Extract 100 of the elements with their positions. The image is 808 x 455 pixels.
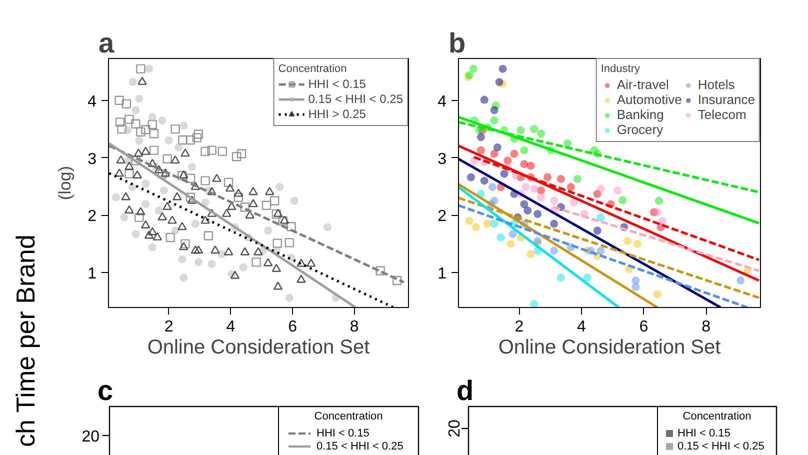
point bbox=[537, 186, 546, 194]
point bbox=[530, 300, 538, 308]
point bbox=[152, 232, 162, 240]
point bbox=[496, 234, 505, 242]
point bbox=[210, 245, 220, 254]
point bbox=[117, 124, 126, 134]
point bbox=[236, 149, 246, 158]
point bbox=[141, 146, 150, 155]
legend-label: 0.15 < HHI < 0.25 bbox=[316, 440, 404, 452]
legend-label: Insurance bbox=[698, 92, 755, 107]
point bbox=[506, 240, 515, 248]
text: 20 bbox=[446, 420, 464, 438]
point bbox=[510, 150, 518, 158]
y-tick-label: 1 bbox=[438, 266, 447, 282]
point bbox=[166, 232, 175, 242]
point bbox=[488, 183, 496, 192]
point bbox=[624, 236, 632, 245]
y-tick-label: 2 bbox=[88, 208, 97, 226]
point bbox=[556, 274, 565, 282]
point bbox=[178, 222, 187, 230]
point bbox=[490, 196, 498, 205]
point bbox=[168, 216, 177, 224]
legend-title: Concentration bbox=[314, 410, 383, 422]
point bbox=[160, 168, 170, 177]
point bbox=[276, 183, 284, 192]
point bbox=[248, 186, 258, 196]
point bbox=[141, 220, 150, 228]
point bbox=[596, 246, 605, 255]
point bbox=[285, 294, 294, 302]
point bbox=[614, 186, 622, 194]
y-tick-label: 3 bbox=[88, 150, 97, 168]
point bbox=[208, 260, 216, 268]
point bbox=[116, 155, 126, 164]
point bbox=[550, 220, 558, 228]
y-tick-label: 4 bbox=[438, 93, 447, 110]
point bbox=[264, 226, 272, 235]
point bbox=[254, 247, 263, 256]
point bbox=[218, 146, 227, 156]
point bbox=[483, 220, 492, 228]
point bbox=[179, 242, 188, 250]
x-axis-title: Online Consideration Set bbox=[498, 336, 722, 358]
point bbox=[526, 250, 535, 258]
point bbox=[180, 239, 190, 248]
point bbox=[180, 274, 188, 282]
point bbox=[207, 146, 216, 155]
point bbox=[286, 222, 296, 232]
point bbox=[544, 173, 552, 182]
point bbox=[115, 118, 125, 127]
point bbox=[148, 227, 158, 236]
point bbox=[132, 230, 140, 238]
point bbox=[114, 96, 124, 105]
legend-title: Concentration bbox=[278, 63, 348, 75]
point bbox=[180, 148, 190, 157]
point bbox=[632, 282, 640, 291]
legend-label: HHI > 0.25 bbox=[308, 107, 366, 121]
point bbox=[658, 216, 666, 225]
point bbox=[194, 245, 204, 254]
point bbox=[124, 169, 134, 178]
x-tick-label: 8 bbox=[350, 318, 359, 336]
point bbox=[186, 135, 196, 145]
point bbox=[232, 152, 242, 162]
point bbox=[537, 130, 546, 138]
point bbox=[171, 226, 180, 235]
point bbox=[490, 150, 498, 158]
point bbox=[530, 125, 538, 134]
point bbox=[134, 148, 144, 157]
point bbox=[570, 198, 578, 206]
point bbox=[516, 126, 525, 134]
point bbox=[270, 196, 280, 206]
legend-label: HHI < 0.15 bbox=[308, 77, 366, 91]
point bbox=[290, 196, 298, 205]
x-tick-label: 8 bbox=[702, 318, 711, 336]
point bbox=[306, 258, 316, 267]
point bbox=[122, 99, 132, 108]
point bbox=[224, 178, 234, 188]
point bbox=[200, 176, 210, 186]
point bbox=[234, 192, 243, 202]
x-tick-label: 6 bbox=[288, 318, 298, 336]
point bbox=[284, 238, 294, 248]
point bbox=[296, 258, 306, 267]
point bbox=[158, 212, 167, 220]
point bbox=[263, 258, 273, 266]
legend-label: 0.15 < HHI < 0.25 bbox=[678, 440, 764, 452]
point bbox=[520, 200, 528, 208]
point bbox=[490, 220, 498, 228]
point bbox=[537, 193, 546, 202]
point bbox=[736, 276, 745, 285]
point bbox=[148, 120, 158, 130]
x-axis-title: Online Consideration Set bbox=[147, 336, 370, 358]
point bbox=[262, 200, 272, 210]
text: d bbox=[456, 375, 474, 406]
point bbox=[239, 263, 248, 272]
point bbox=[634, 240, 642, 248]
point bbox=[124, 162, 134, 170]
point bbox=[480, 176, 488, 185]
point bbox=[164, 136, 173, 145]
point bbox=[131, 156, 140, 166]
point bbox=[207, 186, 216, 196]
y-tick-label: 1 bbox=[88, 266, 97, 282]
point bbox=[194, 130, 204, 139]
